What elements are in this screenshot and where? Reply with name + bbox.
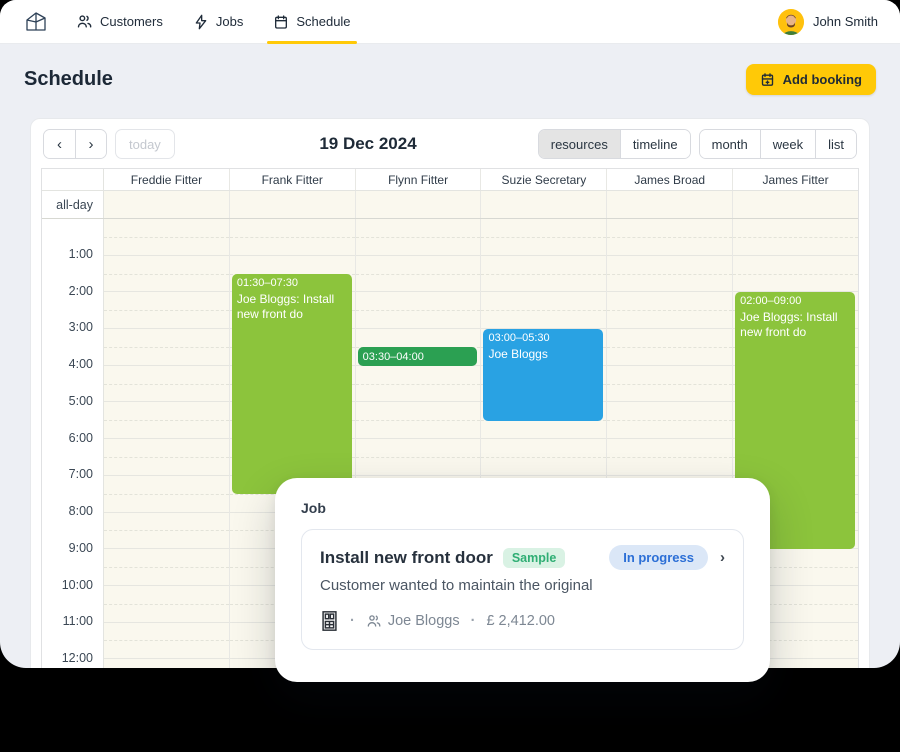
page-header: Schedule Add booking	[0, 44, 900, 111]
resource-header-freddie: Freddie Fitter	[130, 172, 203, 187]
resource-header-james-broad: James Broad	[606, 169, 732, 190]
hour-label: 1:00	[68, 247, 93, 261]
view-button-month[interactable]: month	[699, 130, 760, 158]
job-customer[interactable]: Joe Bloggs	[366, 613, 460, 629]
event-title: Joe Bloggs: Install new front do	[740, 309, 838, 340]
top-navbar: Customers Jobs Schedule	[0, 0, 900, 44]
resource-header-flynn: Flynn Fitter	[354, 169, 481, 190]
customer-icon	[367, 615, 381, 627]
job-price: £ 2,412.00	[486, 613, 555, 629]
event-time: 03:30–04:00	[362, 351, 424, 363]
add-booking-label: Add booking	[782, 72, 862, 87]
time-gutter: 1:00 2:00 3:00 4:00 5:00 6:00 7:00 8:00 …	[42, 219, 104, 668]
all-day-cell[interactable]	[354, 191, 481, 218]
nav-item-customers[interactable]: Customers	[76, 0, 163, 44]
hour-label: 5:00	[68, 394, 93, 408]
door-icon	[322, 611, 337, 631]
event-time: 02:00–09:00	[740, 295, 802, 307]
customers-icon	[77, 15, 92, 28]
nav-item-label: Customers	[100, 14, 163, 29]
calendar-event[interactable]: 03:30–04:00	[357, 347, 478, 366]
jobs-lightning-icon	[195, 14, 207, 29]
chevron-right-icon[interactable]: ›	[720, 549, 725, 566]
job-description: Customer wanted to maintain the original	[320, 577, 593, 594]
popover-heading: Job	[301, 500, 326, 516]
all-day-row: all-day	[42, 191, 858, 219]
calendar-date: 19 Dec 2024	[319, 133, 417, 153]
resource-header-row: Freddie Fitter Frank Fitter Flynn Fitter…	[42, 169, 858, 191]
nav-item-label: Schedule	[296, 14, 351, 29]
page-title: Schedule	[24, 68, 113, 90]
resource-header-frank: Frank Fitter	[228, 169, 355, 190]
next-button[interactable]: ›	[75, 130, 106, 158]
user-name[interactable]: John Smith	[812, 14, 878, 29]
hour-label: 12:00	[61, 651, 93, 665]
resource-column-freddie[interactable]	[104, 219, 229, 668]
add-booking-button[interactable]: Add booking	[745, 64, 876, 95]
event-title: Joe Bloggs	[488, 346, 548, 361]
all-day-cell[interactable]	[480, 191, 607, 218]
hour-label: 8:00	[68, 504, 93, 518]
separator-dot: ·	[470, 613, 476, 629]
event-time: 03:00–05:30	[488, 332, 550, 344]
view-button-list[interactable]: list	[815, 130, 856, 158]
all-day-cell[interactable]	[732, 191, 858, 218]
user-avatar[interactable]	[777, 8, 804, 35]
prev-button[interactable]: ‹	[44, 130, 75, 158]
nav-item-schedule[interactable]: Schedule	[267, 0, 357, 44]
sample-badge: Sample	[502, 547, 566, 568]
status-badge[interactable]: In progress	[609, 545, 708, 570]
hour-label: 2:00	[68, 284, 93, 298]
job-card[interactable]: Install new front door Sample In progres…	[301, 529, 744, 650]
all-day-cell[interactable]	[228, 191, 355, 218]
all-day-label: all-day	[42, 191, 104, 218]
resource-header-james-fitter: James Fitter	[732, 169, 858, 190]
hour-label: 3:00	[68, 320, 93, 334]
hour-label: 10:00	[61, 578, 93, 592]
event-time: 01:30–07:30	[236, 277, 298, 289]
hour-label: 7:00	[68, 467, 93, 481]
all-day-cell[interactable]	[104, 191, 229, 218]
calendar-event[interactable]: 03:00–05:30 Joe Bloggs	[483, 329, 604, 421]
view-button-resources[interactable]: resources	[538, 130, 620, 158]
house-logo-icon	[26, 11, 46, 31]
event-title: Joe Bloggs: Install new front do	[236, 291, 335, 322]
today-button[interactable]: today	[115, 129, 175, 159]
nav-item-label: Jobs	[215, 14, 244, 29]
calendar-plus-icon	[761, 73, 773, 86]
header-gutter	[42, 169, 104, 190]
hour-label: 11:00	[62, 614, 93, 628]
hour-label: 4:00	[68, 357, 93, 371]
job-popover: Job Install new front door Sample In pro…	[275, 478, 770, 682]
resource-header-suzie: Suzie Secretary	[480, 169, 606, 190]
all-day-cell[interactable]	[606, 191, 733, 218]
calendar-toolbar: ‹ › today 19 Dec 2024 resources timeline…	[31, 119, 869, 168]
view-button-week[interactable]: week	[759, 130, 816, 158]
separator-dot: ·	[350, 613, 355, 629]
schedule-calendar-icon	[275, 14, 288, 29]
job-title: Install new front door	[320, 547, 493, 567]
app-logo[interactable]	[22, 8, 50, 36]
hour-label: 9:00	[68, 541, 93, 555]
nav-item-jobs[interactable]: Jobs	[193, 0, 243, 44]
hour-label: 6:00	[68, 431, 93, 445]
calendar-event[interactable]: 01:30–07:30 Joe Bloggs: Install new fron…	[231, 274, 352, 494]
customer-name: Joe Bloggs	[387, 613, 460, 629]
view-button-timeline[interactable]: timeline	[619, 130, 690, 158]
job-meta-row: · Joe Bloggs · £ 2,412.00	[320, 610, 725, 632]
